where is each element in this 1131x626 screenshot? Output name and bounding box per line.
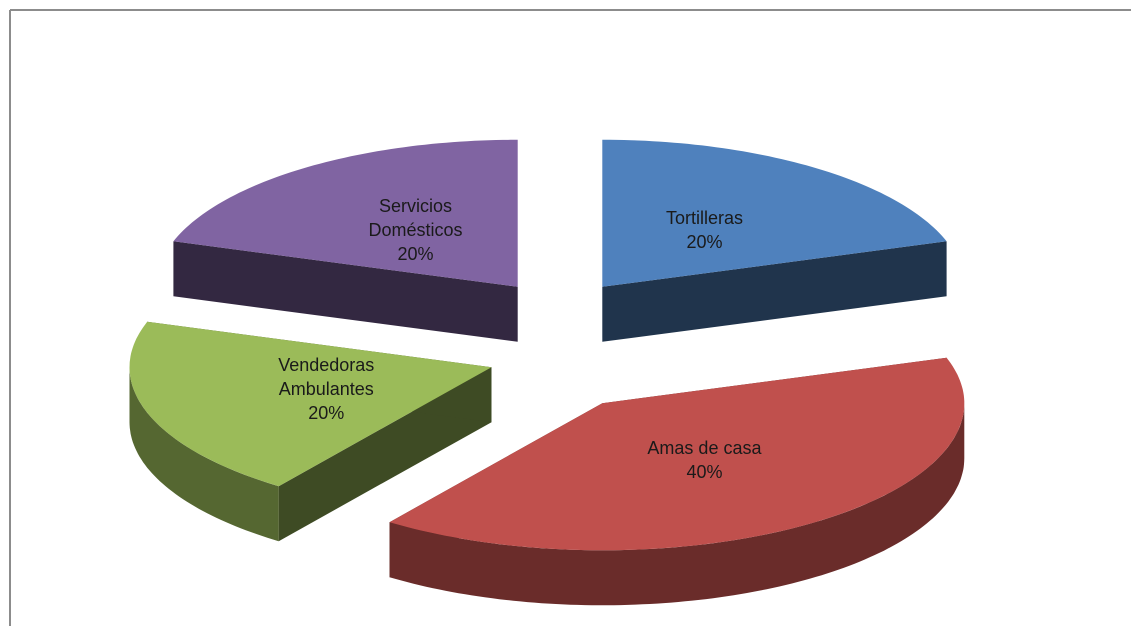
slice-label: Amas de casa 40% bbox=[629, 436, 779, 484]
category-label: Servicios Domésticos bbox=[368, 195, 463, 240]
slice-side bbox=[389, 403, 965, 606]
percent-label: 20% bbox=[686, 231, 723, 252]
slice bbox=[602, 139, 947, 287]
slice bbox=[129, 321, 492, 487]
category-label: Tortilleras bbox=[665, 207, 743, 228]
slice bbox=[173, 139, 518, 287]
percent-label: 20% bbox=[308, 403, 345, 424]
category-label: Vendedoras Ambulantes bbox=[278, 355, 375, 400]
percent-label: 20% bbox=[397, 243, 434, 264]
slice-label: Tortilleras 20% bbox=[629, 206, 779, 254]
slice-wall bbox=[173, 241, 518, 342]
percent-label: 40% bbox=[686, 462, 723, 483]
slice-label: Vendedoras Ambulantes 20% bbox=[251, 353, 401, 425]
category-label: Amas de casa bbox=[647, 438, 762, 459]
slice-wall bbox=[602, 241, 947, 342]
slice-label: Servicios Domésticos 20% bbox=[341, 194, 491, 266]
slice bbox=[389, 357, 965, 551]
slice-side bbox=[129, 367, 279, 542]
